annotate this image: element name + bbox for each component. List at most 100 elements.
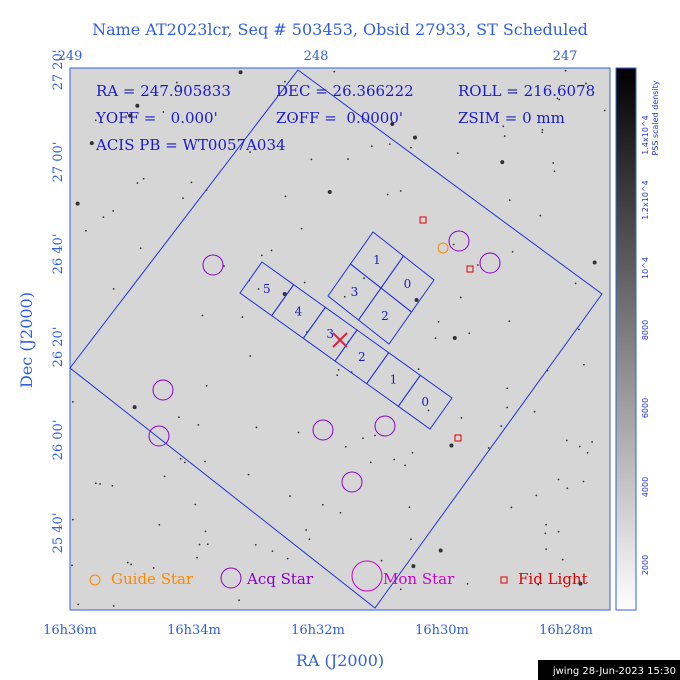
- field-star: [194, 503, 197, 506]
- field-star: [85, 229, 87, 232]
- field-star: [257, 288, 260, 290]
- field-star: [502, 125, 505, 128]
- top-tick-label: 248: [304, 49, 329, 64]
- info-zsim: ZSIM = 0 mm: [458, 109, 565, 127]
- field-star: [271, 550, 274, 553]
- legend-symbol: [220, 567, 242, 589]
- field-star: [310, 158, 313, 161]
- acis-i-chip: [357, 287, 413, 345]
- colorbar: [615, 67, 637, 611]
- field-star: [152, 567, 155, 569]
- field-star: [582, 480, 585, 483]
- left-tick-label: 27 20': [51, 50, 66, 91]
- field-star: [128, 113, 133, 118]
- field-star: [142, 177, 145, 180]
- legend-symbol: [351, 560, 383, 592]
- field-star: [270, 249, 273, 252]
- colorbar-title: PSS scaled density: [651, 80, 660, 155]
- field-star: [369, 461, 372, 464]
- field-star: [592, 260, 597, 265]
- field-star: [449, 443, 454, 448]
- field-star: [111, 484, 114, 487]
- colorbar-tick-label: 1.2x10^4: [641, 180, 650, 219]
- field-star: [533, 410, 536, 413]
- field-star: [434, 337, 437, 340]
- field-star: [238, 70, 243, 75]
- chip-label: 2: [381, 309, 389, 323]
- field-star: [204, 530, 207, 533]
- field-star: [284, 195, 287, 198]
- field-star: [308, 538, 311, 541]
- field-star: [163, 475, 166, 478]
- field-star: [468, 332, 471, 335]
- colorbar-tick-label: 6000: [641, 398, 650, 418]
- field-star: [112, 287, 115, 290]
- field-star: [126, 561, 129, 564]
- field-star: [71, 518, 74, 521]
- acq-star: [152, 379, 174, 401]
- chip-label: 3: [351, 285, 359, 299]
- field-star: [380, 559, 383, 562]
- info-ra: RA = 247.905833: [96, 82, 231, 100]
- guide-star: [437, 242, 449, 254]
- field-star: [197, 423, 200, 426]
- field-star: [247, 473, 250, 476]
- chip-label: 3: [326, 327, 334, 341]
- field-star: [506, 406, 509, 409]
- field-star: [260, 254, 263, 257]
- field-star: [130, 563, 133, 566]
- field-star: [337, 368, 340, 371]
- field-stars: [71, 69, 606, 607]
- field-star: [183, 461, 186, 464]
- legend-symbol: [500, 576, 508, 584]
- field-star: [459, 296, 462, 299]
- left-tick-label: 27 00': [51, 142, 66, 183]
- field-star: [539, 214, 542, 217]
- field-star: [284, 80, 286, 83]
- field-star: [438, 548, 443, 553]
- fid-light: [419, 216, 427, 224]
- x-axis-label: RA (J2000): [296, 651, 384, 670]
- acq-star: [341, 471, 363, 493]
- field-star: [198, 543, 201, 546]
- field-star: [94, 482, 97, 485]
- fid-light: [454, 434, 462, 442]
- field-star: [336, 374, 339, 377]
- field-star: [89, 141, 94, 146]
- info-acis: ACIS PB = WT0057A034: [95, 136, 286, 154]
- bottom-tick-label: 16h36m: [43, 623, 97, 638]
- left-tick-label: 26 40': [51, 234, 66, 275]
- info-yoff: YOFF = 0.000': [95, 109, 218, 127]
- legend: Guide Star Acq Star Mon Star Fid Light: [89, 560, 588, 592]
- field-star: [71, 564, 73, 567]
- field-star: [370, 145, 373, 148]
- field-star: [374, 434, 376, 437]
- chip-label: 1: [390, 373, 398, 387]
- top-tick-label: 247: [553, 49, 578, 64]
- field-star: [386, 193, 389, 196]
- field-star: [158, 523, 161, 526]
- field-star: [321, 503, 324, 506]
- info-roll: ROLL = 216.6078: [458, 82, 595, 100]
- field-star: [510, 506, 513, 509]
- bottom-tick-label: 16h30m: [415, 623, 469, 638]
- field-star: [427, 409, 430, 412]
- field-star: [545, 523, 547, 526]
- field-star: [139, 247, 142, 250]
- field-star: [99, 483, 101, 485]
- title: Name AT2023lcr, Seq # 503453, Obsid 2793…: [92, 20, 588, 39]
- field-star: [112, 605, 115, 607]
- field-star: [241, 316, 244, 318]
- colorbar-tick-label: 1.4x10^4: [641, 115, 650, 154]
- field-star: [286, 557, 289, 560]
- field-star: [300, 227, 303, 230]
- field-star: [362, 437, 364, 440]
- footer: jwing 28-Jun-2023 15:30: [552, 666, 676, 677]
- field-star: [452, 336, 457, 341]
- acq-star: [148, 425, 170, 447]
- field-star: [557, 478, 560, 481]
- field-star: [535, 494, 538, 497]
- field-star: [393, 458, 396, 461]
- field-star: [190, 181, 193, 184]
